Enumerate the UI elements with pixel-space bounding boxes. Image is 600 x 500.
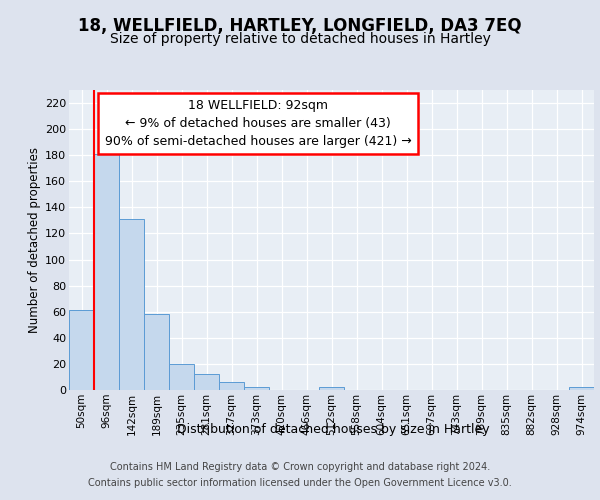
Bar (319, 388, 344, 390)
Text: 18 WELLFIELD: 92sqm
← 9% of detached houses are smaller (43)
90% of semi-detache: 18 WELLFIELD: 92sqm ← 9% of detached hou… (104, 99, 412, 148)
Bar (119, 219, 143, 390)
Text: Contains HM Land Registry data © Crown copyright and database right 2024.: Contains HM Land Registry data © Crown c… (110, 462, 490, 472)
Text: Size of property relative to detached houses in Hartley: Size of property relative to detached ho… (110, 32, 490, 46)
Bar (145, 314, 169, 390)
Bar (569, 388, 593, 390)
Bar (194, 374, 218, 390)
Bar (220, 382, 244, 390)
Text: Contains public sector information licensed under the Open Government Licence v3: Contains public sector information licen… (88, 478, 512, 488)
Text: Distribution of detached houses by size in Hartley: Distribution of detached houses by size … (176, 422, 490, 436)
Bar (94, 154, 119, 390)
Bar (70, 310, 94, 390)
Bar (169, 364, 194, 390)
Bar (244, 388, 269, 390)
Text: 18, WELLFIELD, HARTLEY, LONGFIELD, DA3 7EQ: 18, WELLFIELD, HARTLEY, LONGFIELD, DA3 7… (78, 18, 522, 36)
Y-axis label: Number of detached properties: Number of detached properties (28, 147, 41, 333)
